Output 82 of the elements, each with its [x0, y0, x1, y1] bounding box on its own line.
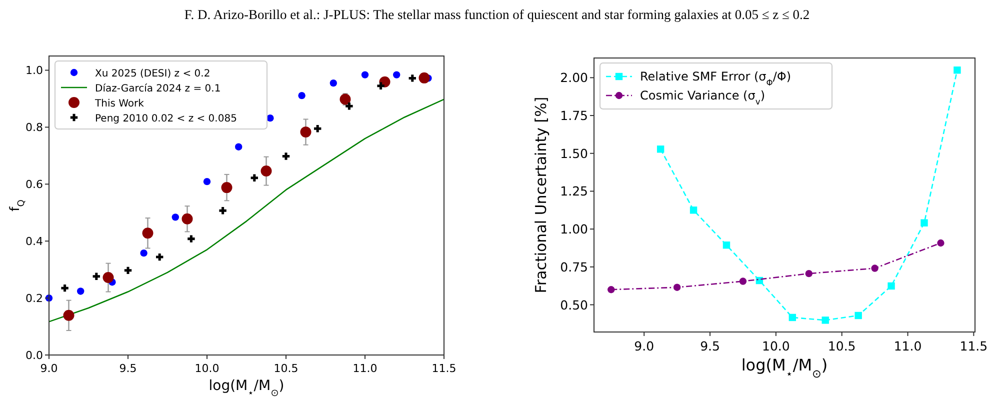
point — [102, 272, 114, 284]
point — [221, 182, 232, 194]
legend-label: Díaz-García 2024 z = 0.1 — [95, 84, 221, 94]
point — [203, 178, 211, 186]
point — [140, 249, 148, 257]
point — [690, 206, 698, 214]
line-series — [48, 98, 445, 322]
y-tick-label: 1.25 — [560, 184, 588, 199]
point — [888, 282, 895, 290]
point — [954, 66, 961, 74]
y-tick-label: 0.8 — [26, 121, 43, 134]
point — [182, 213, 193, 224]
point — [63, 310, 74, 321]
point — [314, 125, 322, 132]
point — [250, 174, 258, 182]
point — [235, 143, 242, 150]
x-tick-label: 9.0 — [634, 338, 654, 354]
point — [266, 114, 274, 122]
x-tick-label: 11.5 — [960, 338, 988, 354]
point — [408, 74, 416, 82]
x-tick-label: 9.5 — [119, 362, 137, 375]
y-tick-label: 0.6 — [26, 178, 43, 192]
y-tick-label: 1.00 — [560, 222, 588, 237]
y-tick-label: 1.0 — [26, 64, 43, 78]
legend-label: This Work — [94, 98, 144, 110]
y-tick-label: 2.00 — [560, 70, 588, 86]
point — [260, 166, 272, 177]
point — [673, 284, 681, 291]
legend-label: Peng 2010 0.02 < z < 0.085 — [95, 114, 237, 124]
point — [656, 146, 664, 153]
x-tick-label: 10.5 — [274, 362, 298, 375]
point — [300, 126, 312, 138]
y-tick-label: 0.75 — [560, 259, 588, 274]
x-tick-label: 9.5 — [700, 338, 720, 354]
x-tick-label: 10.5 — [828, 338, 856, 354]
x-axis-title: log(M$_{⋆}$/M$_{⊙}$) — [741, 356, 828, 380]
x-tick-label: 10.0 — [762, 338, 790, 354]
y-tick-label: 1.75 — [560, 108, 588, 124]
point — [739, 278, 747, 285]
x-tick-label: 11.5 — [432, 362, 456, 375]
x-axis-title: log(M$_{⋆}$/M$_{⊙}$) — [208, 378, 284, 397]
y-tick-label: 1.50 — [560, 146, 588, 161]
point — [124, 266, 132, 274]
point — [805, 270, 812, 278]
x-tick-label: 10.0 — [194, 362, 220, 375]
y-tick-label: 0.2 — [26, 292, 43, 306]
point — [854, 312, 862, 320]
point — [77, 288, 84, 295]
point — [92, 272, 100, 280]
point — [377, 82, 384, 90]
point — [608, 286, 615, 294]
y-tick-label: 0.50 — [560, 297, 588, 312]
y-tick-label: 0.4 — [26, 235, 43, 248]
y-tick-label: 0.0 — [26, 348, 43, 362]
text: F. D. Arizo-Borillo et al.: J-PLUS: The stellar mass function of quiescent and star forming galaxies at 0.05 ≤ z ≤ 0.2 — [184, 7, 810, 22]
point — [282, 152, 290, 160]
point — [142, 228, 154, 239]
point — [722, 242, 730, 249]
point — [393, 71, 400, 78]
point — [172, 214, 179, 221]
point — [920, 219, 928, 226]
point — [937, 239, 944, 247]
point — [822, 316, 829, 324]
point — [871, 264, 878, 272]
point — [340, 94, 351, 105]
point — [61, 284, 68, 292]
point — [346, 102, 353, 110]
x-tick-label: 11.0 — [894, 338, 922, 354]
legend-label: Relative SMF Error (σ$_{Φ}$/Φ) — [640, 70, 792, 88]
legend-label: Xu 2025 (DESI) z < 0.2 — [95, 68, 210, 80]
point — [788, 314, 796, 322]
y-axis-title: Fractional Uncertainty [%] — [532, 96, 550, 294]
point — [219, 207, 226, 214]
x-tick-label: 11.0 — [352, 362, 378, 375]
point — [330, 79, 337, 87]
legend-label: Cosmic Variance (σ$_{v}$) — [640, 88, 766, 106]
x-tick-label: 9.0 — [40, 362, 58, 375]
point — [361, 71, 369, 78]
point — [298, 92, 306, 100]
point — [188, 235, 195, 242]
point — [156, 253, 164, 261]
point — [418, 72, 430, 84]
